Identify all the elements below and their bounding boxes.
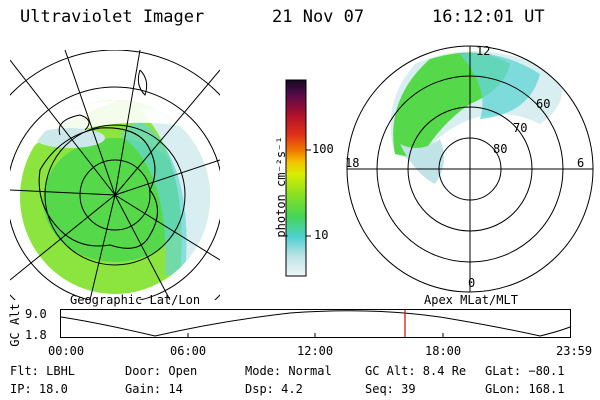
door-info: Door: Open	[125, 364, 198, 378]
timeline-tick-0000: 00:00	[48, 344, 85, 358]
mlt-label-6: 6	[577, 156, 585, 170]
dsp-info: Dsp: 4.2	[245, 382, 303, 396]
colorbar-tick-100: 100	[312, 142, 334, 156]
magnetic-polar-map	[346, 45, 594, 293]
colorbar-label: photon cm⁻²s⁻¹	[274, 136, 288, 238]
mlt-label-18: 18	[345, 156, 360, 170]
instrument-title: Ultraviolet Imager	[20, 7, 205, 27]
glon-info: GLon: 168.1	[485, 382, 565, 396]
ip-info: IP: 18.0	[10, 382, 68, 396]
timeline-tick-2359: 23:59	[556, 344, 593, 358]
geographic-map	[10, 50, 220, 300]
mode-info: Mode: Normal	[245, 364, 332, 378]
colorbar-tick-10: 10	[314, 228, 329, 242]
timeline-tick-1200: 12:00	[297, 344, 334, 358]
mlat-label-70: 70	[513, 121, 528, 135]
glat-info: GLat: −80.1	[485, 364, 565, 378]
colorbar	[285, 79, 311, 277]
mlat-label-80: 80	[493, 142, 508, 156]
mlt-label-0: 0	[468, 276, 476, 290]
geographic-caption: Geographic Lat/Lon	[70, 293, 201, 307]
mlt-label-12: 12	[476, 44, 491, 58]
auroral-emission-left	[20, 100, 210, 294]
gain-info: Gain: 14	[125, 382, 183, 396]
filter-info: Flt: LBHL	[10, 364, 76, 378]
timeline-tick-0600: 06:00	[170, 344, 207, 358]
timeline-ymin: 1.8	[25, 328, 47, 342]
apex-caption: Apex MLat/MLT	[424, 293, 518, 307]
altitude-timeline	[60, 309, 571, 338]
timeline-tick-1800: 18:00	[425, 344, 462, 358]
time-label: 16:12:01 UT	[432, 7, 545, 27]
seq-info: Seq: 39	[365, 382, 416, 396]
auroral-emission-right	[390, 51, 563, 184]
timeline-ymax: 9.0	[25, 307, 47, 321]
mlat-label-60: 60	[536, 97, 551, 111]
date-label: 21 Nov 07	[272, 7, 365, 27]
timeline-ylabel: GC Alt	[8, 303, 22, 347]
gc-alt-info: GC Alt: 8.4 Re	[365, 364, 467, 378]
